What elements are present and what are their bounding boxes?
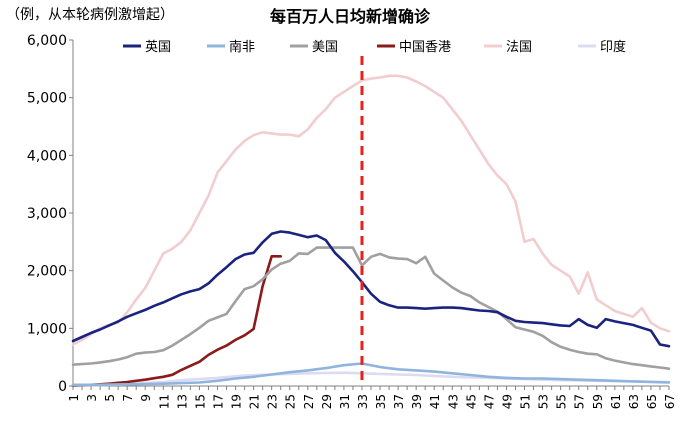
- y-tick-label: 1,000: [27, 321, 67, 337]
- x-tick-label: 37: [392, 394, 406, 409]
- series-line-4: [71, 74, 671, 346]
- x-tick-label: 65: [645, 394, 659, 409]
- x-tick-label: 21: [248, 394, 262, 409]
- x-tick-label: 15: [193, 394, 207, 409]
- legend-label-4: 法国: [506, 40, 532, 55]
- x-tick-label: 59: [591, 394, 605, 409]
- series-line-2: [71, 246, 671, 371]
- x-tick-label: 43: [446, 394, 460, 409]
- x-tick-label: 11: [157, 394, 171, 409]
- x-tick-label: 3: [85, 394, 99, 402]
- x-tick-label: 17: [211, 394, 225, 409]
- x-tick-label: 25: [284, 394, 298, 409]
- x-tick-label: 55: [555, 394, 569, 409]
- legend-label-0: 英国: [145, 40, 171, 55]
- x-tick-label: 57: [573, 394, 587, 409]
- legend-label-1: 南非: [229, 39, 255, 55]
- x-tick-label: 47: [482, 394, 496, 409]
- x-tick-label: 63: [627, 394, 641, 409]
- y-tick-label: 2,000: [27, 264, 67, 280]
- x-tick-label: 41: [428, 394, 442, 409]
- x-tick-label: 31: [338, 394, 352, 409]
- legend-label-2: 美国: [312, 40, 338, 55]
- y-axis-unit-label: （例，从本轮病例激增起）: [6, 7, 174, 23]
- x-tick-label: 67: [663, 394, 677, 409]
- chart-title: 每百万人日均新增确诊: [269, 7, 430, 26]
- y-tick-label: 4,000: [27, 148, 67, 164]
- x-tick-label: 5: [103, 394, 117, 402]
- x-tick-label: 9: [139, 394, 153, 402]
- series-line-1: [71, 362, 671, 387]
- x-tick-label: 53: [537, 394, 551, 409]
- x-tick-label: 7: [121, 394, 135, 402]
- series-line-3: [71, 254, 283, 387]
- x-tick-label: 27: [302, 394, 316, 409]
- x-tick-label: 39: [410, 394, 424, 409]
- legend-label-5: 印度: [600, 39, 626, 55]
- x-tick-label: 29: [320, 394, 334, 409]
- x-tick-label: 35: [374, 394, 388, 409]
- x-tick-label: 19: [230, 394, 244, 409]
- x-tick-label: 13: [175, 394, 189, 409]
- legend-label-3: 中国香港: [399, 40, 451, 55]
- x-tick-label: 51: [519, 394, 533, 409]
- x-tick-label: 49: [500, 394, 514, 409]
- x-tick-label: 45: [464, 394, 478, 409]
- y-tick-label: 0: [58, 379, 67, 395]
- x-tick-label: 23: [266, 394, 280, 409]
- x-tick-label: 33: [356, 394, 370, 409]
- series-line-0: [71, 230, 671, 348]
- x-tick-label: 1: [67, 394, 81, 402]
- y-tick-label: 6,000: [27, 33, 67, 49]
- y-tick-label: 3,000: [27, 206, 67, 222]
- x-tick-label: 61: [609, 394, 623, 409]
- y-tick-label: 5,000: [27, 91, 67, 107]
